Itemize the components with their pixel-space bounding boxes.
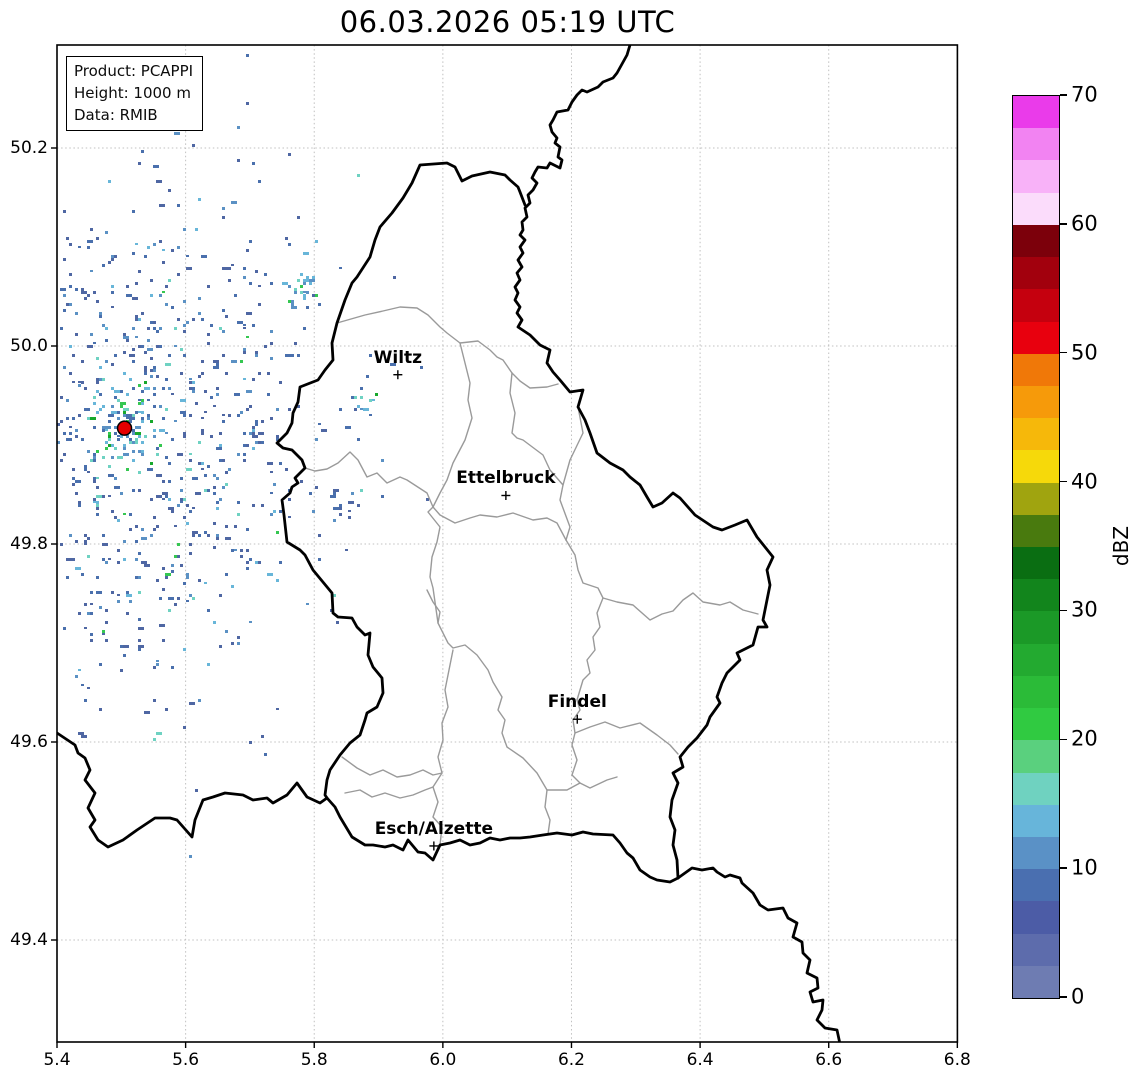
city-label-wiltz: Wiltz: [373, 347, 423, 368]
france-germany-border: [676, 866, 842, 1042]
colorbar-segment: [1013, 385, 1059, 419]
colorbar-segment: [1013, 610, 1059, 644]
colorbar-segment: [1013, 900, 1059, 934]
colorbar-segment: [1013, 836, 1059, 870]
x-tick-6.8: 6.8: [943, 1050, 971, 1070]
colorbar-segment: [1013, 514, 1059, 547]
colorbar-segment: [1013, 675, 1059, 709]
plot-frame: [56, 44, 959, 1043]
colorbar-tick-label-70: 70: [1071, 82, 1098, 107]
colorbar-tick-40: [1059, 480, 1067, 483]
colorbar-segment: [1013, 578, 1059, 612]
city-label-findel: Findel: [547, 692, 607, 713]
y-tick-50.2: 50.2: [10, 138, 48, 158]
colorbar-segment: [1013, 224, 1059, 258]
colorbar-segment: [1013, 192, 1059, 225]
city-label-esch-alzette: Esch/Alzette: [374, 818, 493, 839]
colorbar-segment: [1013, 546, 1059, 580]
colorbar-tick-label-40: 40: [1071, 469, 1098, 494]
colorbar-segment: [1013, 159, 1059, 193]
colorbar-segment: [1013, 772, 1059, 805]
our-sauer-east-border: [513, 45, 775, 880]
grid-lines: [56, 45, 958, 1042]
city-label-ettelbruck: Ettelbruck: [456, 468, 556, 489]
y-tick-49.4: 49.4: [10, 930, 48, 950]
luxembourg-north-west-south-border: [275, 161, 680, 884]
colorbar-segment: [1013, 288, 1059, 322]
info-box-product: Product: PCAPPI: [74, 62, 194, 80]
colorbar-tick-label-20: 20: [1071, 726, 1098, 751]
colorbar-segment: [1013, 868, 1059, 902]
colorbar-tick-30: [1059, 609, 1067, 612]
radar-site-marker: [116, 420, 133, 436]
x-tick-6.2: 6.2: [557, 1050, 585, 1070]
city-markers: [393, 370, 582, 851]
x-tick-5.4: 5.4: [43, 1050, 71, 1070]
radar-echoes: [57, 54, 429, 858]
colorbar-tick-label-0: 0: [1071, 984, 1085, 1009]
figure-title: 06.03.2026 05:19 UTC: [339, 5, 676, 39]
y-tick-49.8: 49.8: [10, 534, 48, 554]
y-tick-49.6: 49.6: [10, 732, 48, 752]
colorbar-segment: [1013, 739, 1059, 773]
y-tick-50.0: 50.0: [10, 336, 48, 356]
info-box-height: Height: 1000 m: [74, 84, 191, 102]
colorbar-segment: [1013, 804, 1059, 837]
colorbar-tick-label-10: 10: [1071, 855, 1098, 880]
colorbar-tick-70: [1059, 94, 1067, 96]
colorbar-segment: [1013, 965, 1059, 998]
colorbar-segment: [1013, 256, 1059, 290]
colorbar-tick-60: [1059, 223, 1067, 225]
x-tick-6.6: 6.6: [815, 1050, 843, 1070]
x-tick-6.0: 6.0: [429, 1050, 457, 1070]
colorbar-segment: [1013, 933, 1059, 966]
colorbar-segment: [1013, 449, 1059, 483]
colorbar-tick-label-30: 30: [1071, 597, 1098, 622]
info-box: Product: PCAPPI Height: 1000 m Data: RMI…: [66, 56, 204, 131]
colorbar-segment: [1013, 353, 1059, 386]
district-borders: [304, 306, 759, 846]
colorbar-segment: [1013, 707, 1059, 741]
colorbar-segment: [1013, 321, 1059, 354]
colorbar-tick-label-50: 50: [1071, 340, 1098, 365]
colorbar-segment: [1013, 482, 1059, 515]
colorbar-tick-50: [1059, 351, 1067, 354]
colorbar-tick-label-60: 60: [1071, 211, 1098, 236]
colorbar-segment: [1013, 95, 1059, 129]
national-borders: [57, 45, 842, 1042]
axis-tick-marks: [51, 147, 959, 1048]
x-tick-6.4: 6.4: [686, 1050, 714, 1070]
colorbar-tick-20: [1059, 738, 1067, 741]
colorbar-segment: [1013, 417, 1059, 451]
colorbar: [1012, 95, 1060, 999]
colorbar-axis-label: dBZ: [1109, 525, 1133, 567]
colorbar-segment: [1013, 127, 1059, 161]
info-box-data-source: Data: RMIB: [74, 106, 158, 124]
x-tick-5.8: 5.8: [300, 1050, 328, 1070]
colorbar-tick-10: [1059, 867, 1067, 869]
colorbar-segment: [1013, 643, 1059, 676]
france-belgium-border: [57, 731, 329, 849]
x-tick-5.6: 5.6: [172, 1050, 200, 1070]
colorbar-tick-0: [1059, 996, 1067, 998]
